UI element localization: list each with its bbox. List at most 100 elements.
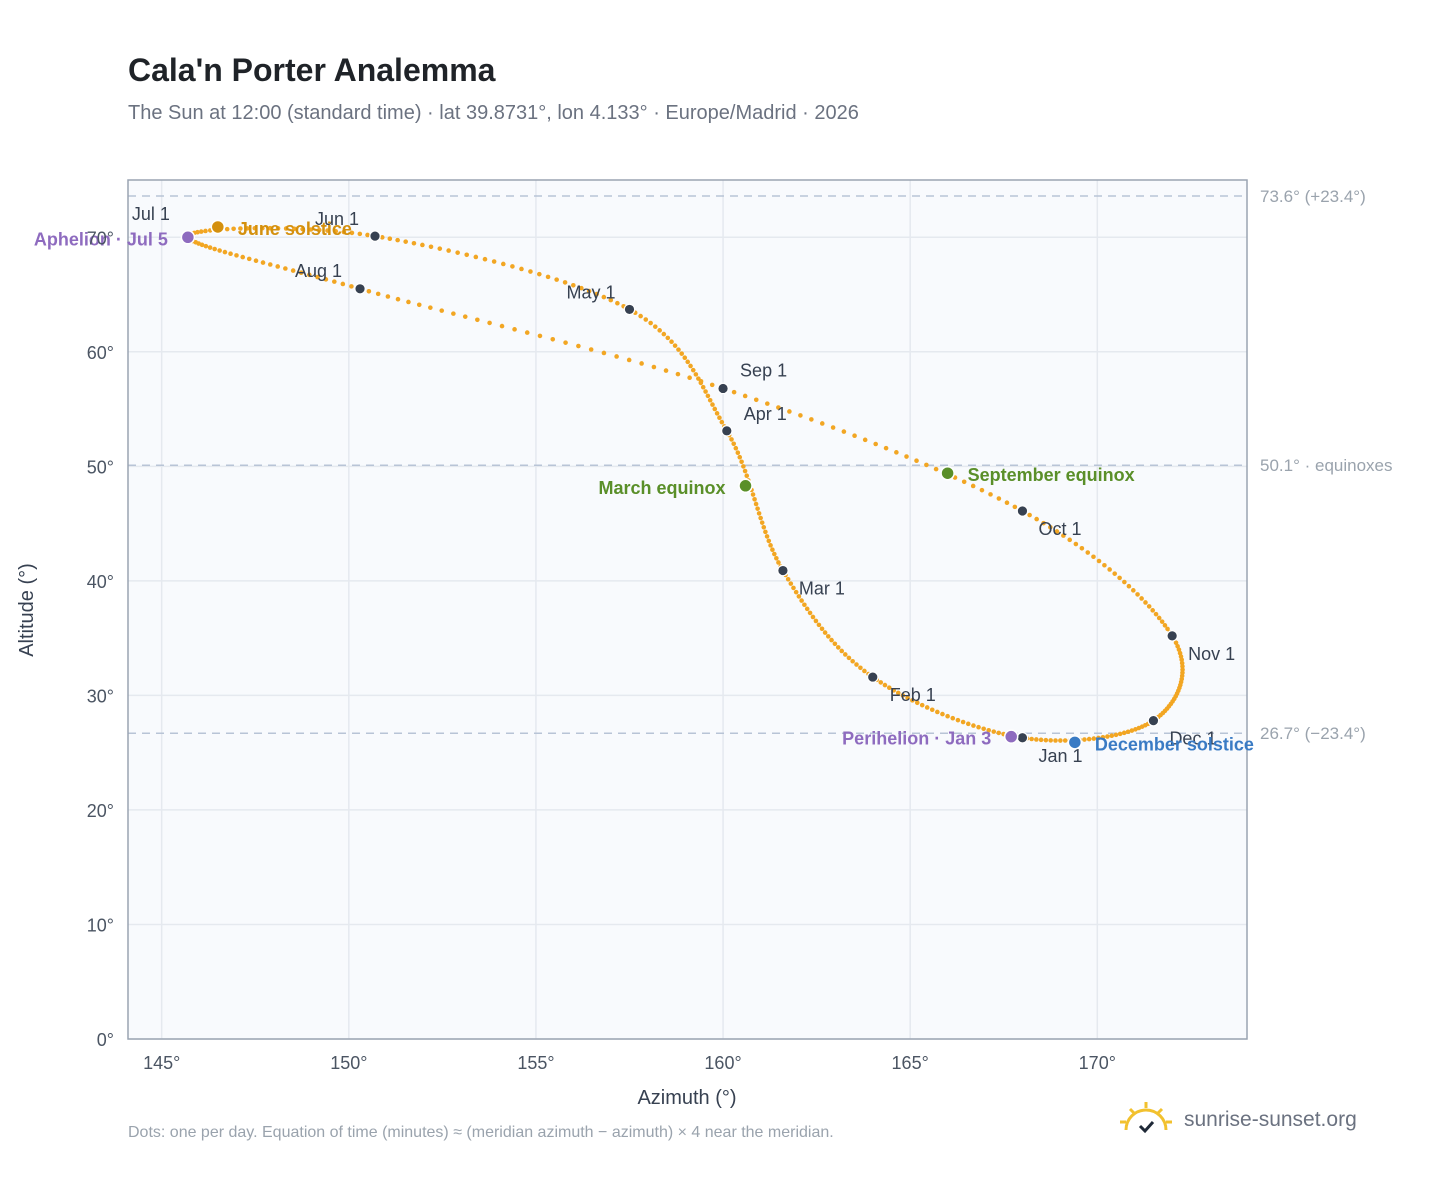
y-tick-label: 30°: [87, 686, 114, 706]
brand[interactable]: sunrise-sunset.org: [1118, 1100, 1357, 1140]
daily-sun-dot: [275, 264, 281, 269]
daily-sun-dot: [742, 468, 748, 474]
event-marker: [180, 230, 196, 245]
month-label: Aug 1: [295, 261, 342, 281]
daily-sun-dot: [862, 668, 867, 674]
event-marker: [1067, 735, 1083, 750]
daily-sun-dot: [292, 226, 297, 232]
daily-sun-dot: [744, 473, 750, 479]
daily-sun-dot: [365, 232, 370, 238]
daily-sun-dot: [900, 693, 906, 698]
daily-sun-dot: [661, 331, 667, 337]
daily-sun-dot: [1041, 520, 1046, 526]
brand-name: sunrise-sunset.org: [1184, 1108, 1357, 1131]
daily-sun-dot: [212, 246, 217, 252]
daily-sun-dot: [862, 437, 868, 443]
daily-sun-dot: [858, 665, 863, 671]
daily-sun-dot: [246, 256, 252, 262]
daily-sun-dot: [586, 288, 592, 294]
daily-sun-dot: [971, 723, 976, 728]
daily-sun-dot: [198, 229, 204, 234]
daily-sun-dot: [970, 483, 976, 489]
daily-sun-dot: [883, 445, 889, 451]
daily-sun-dot: [910, 698, 915, 703]
month-label: Apr 1: [744, 404, 787, 424]
event-marker: [210, 219, 226, 235]
daily-sun-dot: [688, 363, 693, 369]
daily-sun-dot: [756, 511, 762, 516]
daily-sun-dot: [340, 281, 346, 287]
daily-sun-dot: [850, 658, 855, 664]
daily-sun-dot: [1079, 545, 1085, 551]
daily-sun-dot: [260, 260, 266, 265]
daily-sun-dot: [1121, 730, 1127, 736]
daily-sun-dot: [1038, 737, 1044, 743]
month-marker: [720, 425, 733, 437]
daily-sun-dot: [791, 585, 796, 591]
daily-sun-dot: [550, 336, 556, 342]
daily-sun-dot: [703, 389, 708, 394]
daily-sun-dot: [554, 277, 559, 282]
daily-sun-dot: [682, 355, 688, 361]
reference-line-label: 50.1° · equinoxes: [1260, 456, 1393, 475]
daily-sun-dot: [698, 378, 704, 384]
daily-sun-dot: [804, 606, 810, 612]
daily-sun-dot: [714, 411, 720, 416]
daily-sun-dot: [537, 271, 542, 277]
event-label: Aphelion · Jul 5: [34, 229, 168, 249]
daily-sun-dot: [446, 248, 451, 253]
daily-sun-dot: [437, 246, 443, 251]
daily-sun-dot: [643, 317, 649, 322]
daily-sun-dot: [891, 688, 897, 693]
month-label: Jan 1: [1038, 746, 1082, 766]
daily-sun-dot: [807, 610, 813, 616]
daily-sun-dot: [464, 252, 470, 258]
daily-sun-dot: [819, 421, 825, 426]
daily-sun-dot: [676, 347, 681, 352]
reference-lines: 73.6° (+23.4°) 50.1° · equinoxes 26.7° (−2…: [128, 187, 1393, 743]
daily-sun-dot: [639, 361, 644, 366]
daily-sun-dot: [737, 454, 743, 460]
daily-sun-dot: [519, 266, 524, 272]
daily-sun-dot: [735, 450, 741, 455]
x-tick-label: 145°: [143, 1053, 180, 1073]
daily-sun-dot: [878, 680, 884, 685]
daily-sun-dot: [679, 351, 685, 356]
daily-sun-dot: [349, 284, 354, 289]
daily-sun-dot: [1165, 626, 1170, 632]
daily-sun-dot: [1126, 583, 1132, 589]
daily-sun-dot: [717, 415, 722, 421]
daily-sun-dot: [395, 237, 400, 243]
daily-sun-dot: [1029, 736, 1034, 742]
daily-sun-dot: [846, 655, 852, 661]
daily-sun-dot: [626, 357, 632, 363]
daily-sun-dot: [841, 429, 847, 434]
daily-sun-dot: [729, 437, 734, 442]
daily-sun-dot: [562, 280, 568, 285]
daily-sun-dot: [810, 614, 816, 620]
daily-sun-dot: [512, 327, 517, 332]
daily-sun-dot: [1143, 600, 1148, 605]
daily-sun-dot: [385, 294, 391, 299]
x-tick-label: 165°: [892, 1053, 929, 1073]
daily-sun-dot: [1034, 737, 1039, 742]
daily-sun-dot: [349, 230, 355, 236]
daily-sun-dot: [914, 458, 919, 464]
daily-sun-dot: [663, 368, 669, 373]
daily-sun-dot: [1125, 729, 1131, 735]
daily-sun-dot: [822, 630, 828, 635]
sun-logo-icon: [1120, 1102, 1172, 1134]
daily-sun-dot: [651, 364, 657, 370]
daily-sun-dot: [742, 393, 748, 399]
month-label: Mar 1: [799, 579, 845, 599]
daily-sun-dot: [332, 279, 337, 284]
daily-sun-dot: [428, 305, 433, 310]
daily-sun-dot: [290, 268, 296, 273]
daily-sun-dot: [809, 417, 814, 422]
daily-sun-dot: [224, 226, 230, 232]
daily-sun-dot: [675, 371, 681, 377]
event-marker: [1003, 729, 1019, 744]
daily-sun-dot: [1048, 738, 1053, 743]
x-tick-label: 150°: [330, 1053, 367, 1073]
